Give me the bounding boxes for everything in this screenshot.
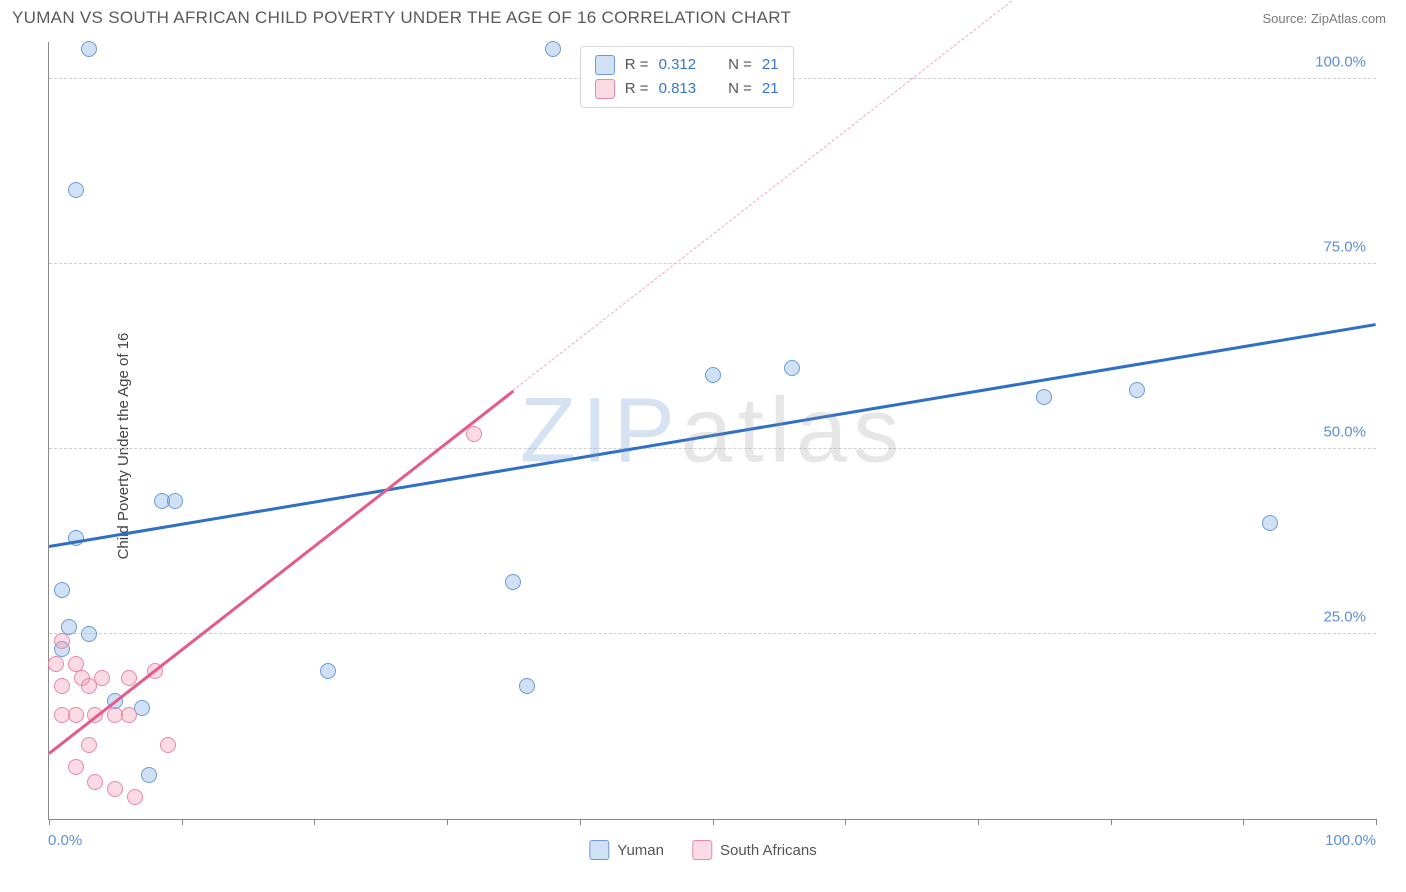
data-point — [127, 789, 143, 805]
data-point — [54, 582, 70, 598]
data-point — [320, 663, 336, 679]
legend-r-label: R = — [625, 53, 649, 77]
data-point — [87, 774, 103, 790]
y-tick-label: 25.0% — [1323, 609, 1366, 626]
data-point — [81, 737, 97, 753]
gridline — [49, 448, 1376, 449]
data-point — [48, 656, 64, 672]
chart-header: YUMAN VS SOUTH AFRICAN CHILD POVERTY UND… — [0, 0, 1406, 34]
x-tick — [447, 819, 448, 825]
x-tick — [713, 819, 714, 825]
x-tick — [580, 819, 581, 825]
legend-r-value: 0.813 — [659, 77, 697, 101]
data-point — [141, 767, 157, 783]
legend-r-label: R = — [625, 77, 649, 101]
correlation-legend: R = 0.312 N = 21 R = 0.813 N = 21 — [580, 46, 794, 108]
legend-row: R = 0.312 N = 21 — [595, 53, 779, 77]
data-point — [505, 574, 521, 590]
x-tick — [978, 819, 979, 825]
data-point — [784, 360, 800, 376]
data-point — [160, 737, 176, 753]
x-tick — [845, 819, 846, 825]
y-tick-label: 100.0% — [1315, 54, 1366, 71]
legend-swatch — [692, 840, 712, 860]
data-point — [68, 759, 84, 775]
x-tick — [49, 819, 50, 825]
trend-line — [49, 323, 1376, 547]
legend-n-label: N = — [728, 53, 752, 77]
data-point — [466, 426, 482, 442]
data-point — [94, 670, 110, 686]
x-tick — [182, 819, 183, 825]
series-legend-label: South Africans — [720, 842, 817, 859]
data-point — [81, 626, 97, 642]
legend-r-value: 0.312 — [659, 53, 697, 77]
legend-n-value: 21 — [762, 53, 779, 77]
data-point — [68, 656, 84, 672]
legend-swatch — [595, 79, 615, 99]
data-point — [68, 182, 84, 198]
chart-title: YUMAN VS SOUTH AFRICAN CHILD POVERTY UND… — [12, 8, 791, 28]
legend-row: R = 0.813 N = 21 — [595, 77, 779, 101]
legend-n-value: 21 — [762, 77, 779, 101]
data-point — [705, 367, 721, 383]
x-min-label: 0.0% — [48, 832, 82, 849]
y-tick-label: 50.0% — [1323, 424, 1366, 441]
series-legend: Yuman South Africans — [589, 840, 816, 860]
data-point — [81, 41, 97, 57]
data-point — [1036, 389, 1052, 405]
legend-n-label: N = — [728, 77, 752, 101]
legend-swatch — [589, 840, 609, 860]
x-max-label: 100.0% — [1325, 832, 1376, 849]
x-tick — [314, 819, 315, 825]
chart-source: Source: ZipAtlas.com — [1262, 11, 1386, 26]
x-tick — [1376, 819, 1377, 825]
gridline — [49, 633, 1376, 634]
data-point — [121, 707, 137, 723]
data-point — [68, 707, 84, 723]
data-point — [54, 678, 70, 694]
data-point — [545, 41, 561, 57]
x-tick — [1111, 819, 1112, 825]
series-legend-item: Yuman — [589, 840, 664, 860]
trend-line — [48, 390, 514, 755]
data-point — [61, 619, 77, 635]
chart-plot-area: 25.0%50.0%75.0%100.0% ZIPatlas R =0.312N… — [48, 42, 1376, 820]
x-tick — [1243, 819, 1244, 825]
data-point — [167, 493, 183, 509]
data-point — [519, 678, 535, 694]
gridline — [49, 263, 1376, 264]
data-point — [1262, 515, 1278, 531]
data-point — [1129, 382, 1145, 398]
data-point — [107, 781, 123, 797]
legend-swatch — [595, 55, 615, 75]
series-legend-item: South Africans — [692, 840, 817, 860]
y-tick-label: 75.0% — [1323, 239, 1366, 256]
data-point — [54, 633, 70, 649]
series-legend-label: Yuman — [617, 842, 664, 859]
